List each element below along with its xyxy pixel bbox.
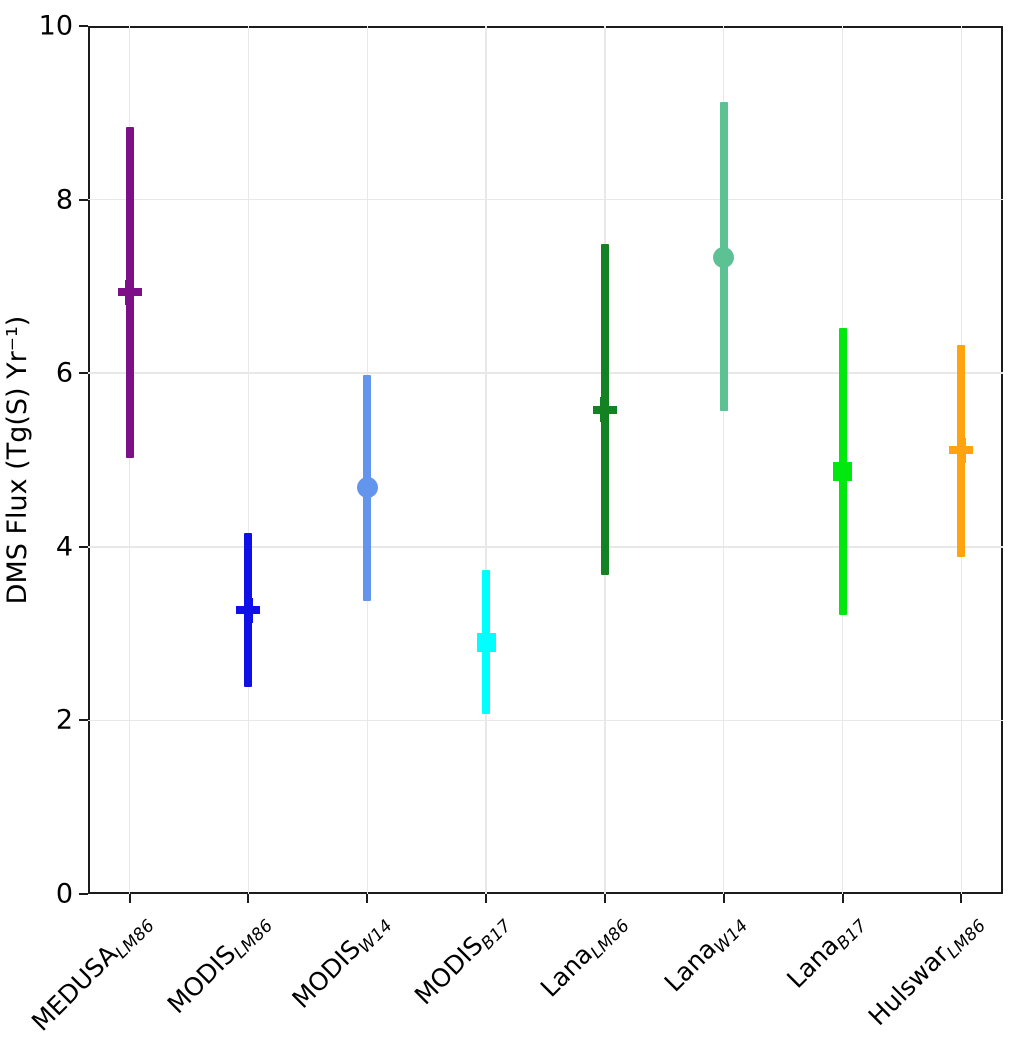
marker-plus-modis-lm86 (243, 597, 253, 623)
y-tick-mark (79, 198, 88, 201)
x-tick-mark (366, 894, 369, 903)
x-tick-label-modis-w14: MODISW14 (286, 908, 396, 1016)
x-label-base: MODIS (161, 939, 242, 1020)
y-tick-mark (79, 719, 88, 722)
marker-plus-hulswar-lm86 (956, 437, 966, 463)
y-tick-label: 10 (38, 10, 73, 42)
v-gridline (128, 26, 131, 894)
x-label-base: Hulswar (862, 939, 955, 1032)
h-gridline (88, 719, 1003, 722)
x-tick-label-modis-b17: MODISB17 (408, 908, 516, 1012)
x-tick-mark (960, 894, 963, 903)
x-tick-mark (841, 894, 844, 903)
marker-circle-lana-w14 (713, 247, 735, 269)
x-label-subscript: LM86 (586, 915, 634, 963)
y-tick-label: 6 (55, 357, 73, 389)
x-tick-label-lana-w14: LanaW14 (659, 908, 753, 1000)
h-gridline (88, 546, 1003, 548)
h-gridline (88, 198, 1003, 201)
x-label-base: MEDUSA (25, 939, 123, 1037)
v-gridline (722, 26, 725, 894)
x-tick-mark (128, 894, 131, 903)
y-tick-mark (79, 893, 88, 895)
x-tick-mark (485, 894, 488, 903)
x-tick-label-medusa-lm86: MEDUSALM86 (25, 908, 159, 1039)
y-tick-mark (79, 545, 88, 548)
x-tick-mark (722, 894, 725, 903)
x-tick-label-lana-b17: LanaB17 (782, 908, 872, 996)
marker-circle-modis-w14 (356, 477, 378, 499)
y-tick-label: 4 (55, 531, 73, 563)
x-tick-label-hulswar-lm86: HulswarLM86 (862, 908, 991, 1033)
plot-area (88, 26, 1003, 894)
x-tick-mark (247, 894, 250, 903)
x-label-subscript: LM86 (230, 915, 278, 963)
y-tick-label: 8 (55, 184, 73, 216)
y-tick-label: 0 (55, 878, 73, 910)
marker-plus-lana-lm86 (600, 397, 610, 423)
marker-plus-medusa-lm86 (125, 279, 135, 305)
v-gridline (485, 26, 487, 894)
x-tick-mark (603, 894, 606, 903)
y-tick-mark (79, 25, 88, 27)
marker-square-modis-b17 (476, 632, 496, 652)
y-tick-label: 2 (55, 704, 73, 736)
h-gridline (88, 372, 1003, 374)
x-tick-label-modis-lm86: MODISLM86 (161, 908, 278, 1021)
x-label-subscript: LM86 (111, 915, 159, 963)
x-tick-label-lana-lm86: LanaLM86 (535, 908, 634, 1005)
x-label-subscript: LM86 (943, 915, 991, 963)
y-axis-label: DMS Flux (Tg(S) Yr⁻¹) (2, 171, 33, 605)
marker-square-lana-b17 (833, 461, 853, 481)
y-tick-mark (79, 372, 88, 375)
x-label-base: MODIS (286, 934, 366, 1014)
v-gridline (247, 26, 250, 894)
x-label-base: MODIS (408, 930, 489, 1011)
x-label-subscript: W14 (711, 915, 753, 958)
